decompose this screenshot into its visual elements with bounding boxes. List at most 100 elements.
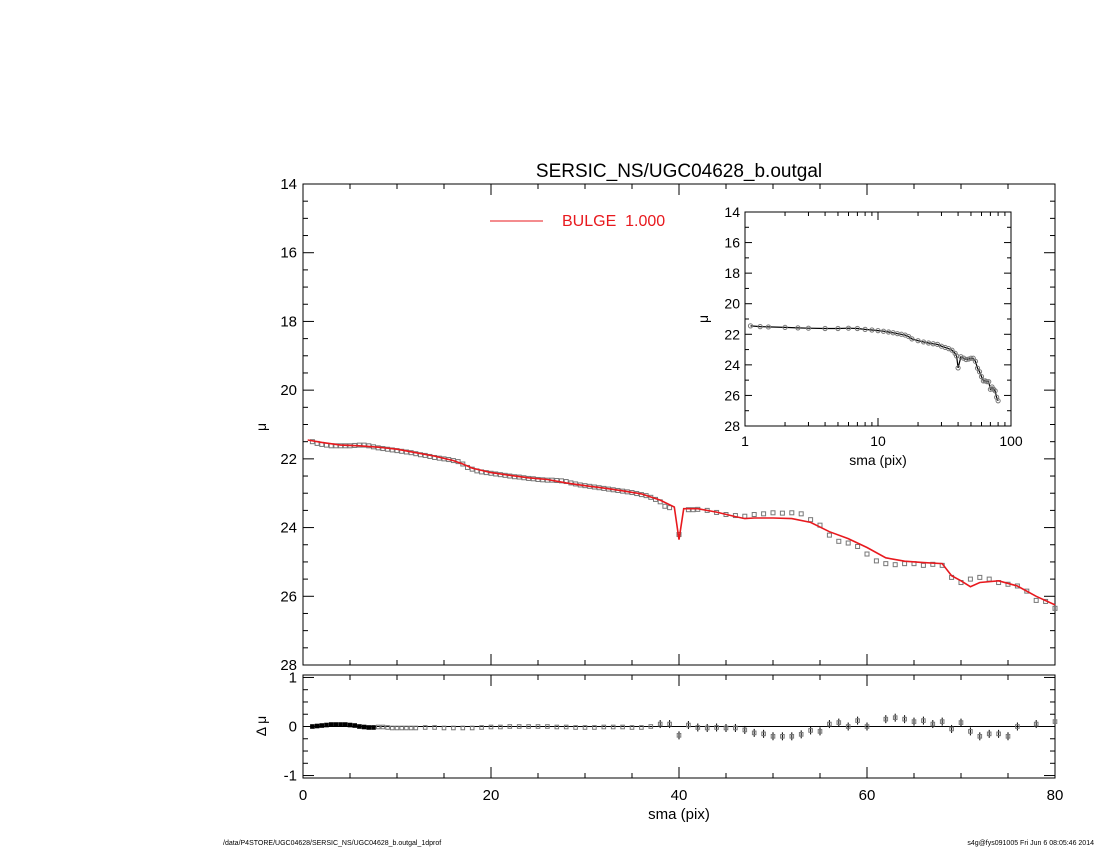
- inset-y-axis-label: μ: [695, 315, 711, 323]
- main-axis-ticks: [302, 183, 1056, 666]
- residual-data-point: [516, 724, 522, 729]
- residual-data-point: [451, 725, 456, 731]
- legend-label: BULGE 1.000: [562, 213, 665, 230]
- residual-data-point: [573, 725, 578, 730]
- residual-data-point: [1015, 724, 1020, 729]
- main-data-point: [977, 574, 983, 580]
- inset-y-tick-label: 14: [724, 204, 740, 220]
- residual-x-tick-label: 20: [483, 787, 500, 804]
- residual-y-tick-label: 0: [289, 719, 297, 736]
- chart-title: SERSIC_NS/UGC04628_b.outgal: [536, 161, 822, 182]
- residual-data-point: [343, 722, 348, 727]
- residual-data-point: [592, 725, 597, 730]
- residual-data-point: [930, 721, 936, 727]
- residual-data-point: [695, 725, 701, 730]
- main-y-tick-label: 28: [280, 657, 297, 674]
- main-data-point: [789, 510, 795, 516]
- inset-y-tick-label: 26: [724, 387, 740, 403]
- residual-data-point: [892, 715, 898, 720]
- residual-data-point: [352, 723, 357, 728]
- inset-data-point: [757, 324, 763, 330]
- inset-data-point: [845, 325, 852, 331]
- inset-data-point: [976, 369, 983, 375]
- inset-data-point: [835, 325, 841, 332]
- main-data-point: [798, 511, 804, 517]
- residual-data-point: [723, 725, 729, 731]
- inset-data-point: [869, 327, 875, 333]
- residual-data-point: [798, 732, 804, 737]
- inset-data-point: [875, 328, 881, 334]
- inset-data-point: [805, 325, 812, 331]
- residual-data-point: [498, 724, 503, 730]
- residual-data-point: [1052, 719, 1058, 724]
- residual-data-point: [328, 722, 334, 727]
- residual-data-point: [338, 722, 343, 727]
- inset-data-point: [968, 355, 974, 361]
- main-y-tick-label: 16: [280, 245, 297, 262]
- residual-data-point: [385, 725, 390, 730]
- residual-data-point: [620, 724, 625, 730]
- inset-x-tick-label: 10: [870, 433, 886, 449]
- residual-data-point: [902, 716, 907, 722]
- residual-data-point: [686, 722, 691, 728]
- residual-x-tick-label: 40: [671, 787, 688, 804]
- residual-data-point: [770, 734, 776, 739]
- residual-data-point: [535, 724, 541, 729]
- inset-data-point: [949, 347, 955, 353]
- bulge-model-polyline: [307, 439, 1056, 606]
- main-data-point: [667, 505, 673, 511]
- inset-data-point: [920, 339, 927, 345]
- residual-data-point: [479, 725, 484, 730]
- inset-y-tick-label: 16: [724, 235, 740, 251]
- residual-data-point: [949, 726, 954, 732]
- residual-data-point: [390, 725, 395, 731]
- residual-data-point: [310, 724, 315, 729]
- inset-data-point: [960, 355, 967, 361]
- residual-data-point: [742, 727, 748, 733]
- main-data-point: [761, 511, 767, 517]
- residual-data-point: [357, 724, 362, 729]
- inset-data-point: [972, 358, 979, 364]
- residual-data-point: [921, 718, 926, 723]
- residual-data-point: [333, 722, 339, 727]
- residual-data-point: [413, 725, 419, 731]
- residual-data-point: [817, 729, 823, 734]
- main-y-tick-label: 14: [280, 176, 297, 193]
- main-data-point: [662, 503, 668, 509]
- main-data-point: [690, 507, 696, 513]
- residual-data-point: [582, 725, 588, 730]
- main-data-point: [361, 442, 367, 448]
- main-data-point: [845, 540, 851, 546]
- inset-y-tick-label: 20: [724, 296, 740, 312]
- inset-data-point: [747, 323, 754, 329]
- inset-data-point: [862, 326, 868, 332]
- inset-y-tick-labels: 14 16 18 20 22 24 26 28: [724, 204, 740, 434]
- inset-data-point: [978, 374, 985, 380]
- inset-data-point: [984, 379, 990, 385]
- residual-data-point: [554, 724, 560, 730]
- residual-data-point: [324, 722, 329, 728]
- main-data-point: [770, 510, 776, 516]
- main-data-point: [1024, 588, 1030, 594]
- residual-y-tick-label: -1: [284, 768, 297, 785]
- inset-data-point: [966, 356, 972, 362]
- residual-data-point: [789, 734, 795, 739]
- inset-data-line: [750, 325, 999, 402]
- residual-data-point: [836, 720, 842, 725]
- inset-data-point: [765, 324, 772, 330]
- residual-data-point: [667, 721, 672, 727]
- main-data-point: [826, 532, 832, 538]
- main-data-point: [967, 576, 973, 582]
- main-y-tick-label: 26: [280, 588, 297, 605]
- residual-data-point: [639, 725, 644, 730]
- residual-data-point: [629, 725, 635, 730]
- main-data-point: [385, 446, 391, 452]
- inset-data-point: [854, 325, 860, 332]
- inset-y-tick-label: 24: [724, 357, 740, 373]
- footer-timestamp: s4g@fys091005 Fri Jun 6 08:05:46 2014: [967, 840, 1094, 847]
- main-data-point: [836, 538, 842, 544]
- residual-data-point: [648, 724, 654, 729]
- main-data-point: [779, 510, 785, 516]
- inset-data-point: [880, 328, 887, 334]
- residual-data-point: [488, 724, 494, 730]
